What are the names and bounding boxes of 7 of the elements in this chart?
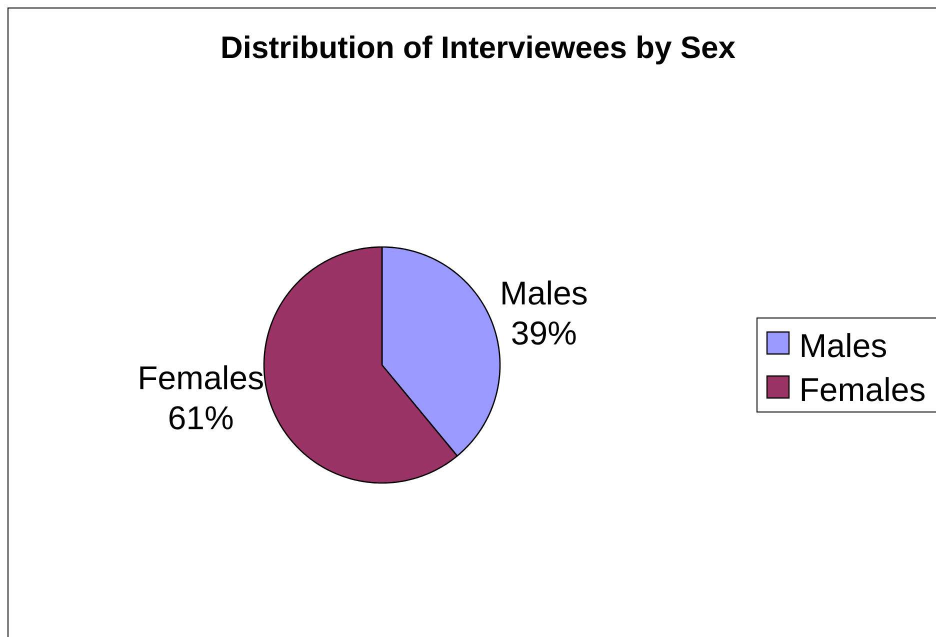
data-label: 39%: [512, 321, 576, 345]
data-label: 61%: [170, 406, 233, 430]
legend-label: Males: [802, 333, 886, 358]
chart-title: Distribution of Interviewees by Sex: [222, 36, 736, 64]
slice-label: Females: [140, 365, 263, 390]
legend-label: Females: [802, 377, 925, 402]
slice-label: Males: [502, 280, 587, 305]
